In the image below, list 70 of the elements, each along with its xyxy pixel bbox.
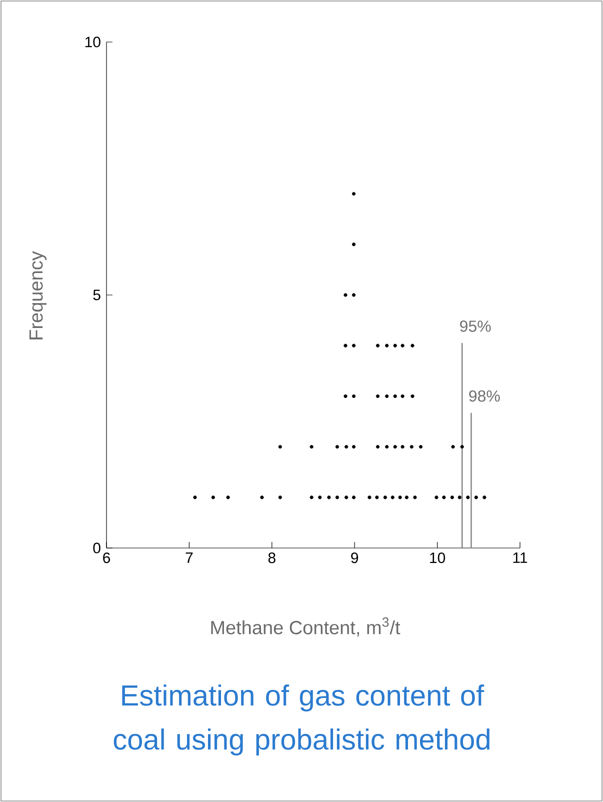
- point: [385, 444, 389, 449]
- text: Estimation of gas content of coal using probalistic method: [114, 684, 490, 756]
- point: [278, 496, 282, 500]
- point: [451, 444, 455, 449]
- point: [410, 394, 414, 398]
- point: [278, 444, 282, 449]
- point: [376, 344, 380, 348]
- point: [376, 394, 380, 398]
- point: [352, 496, 356, 500]
- point: [376, 444, 380, 449]
- point: [310, 496, 314, 500]
- x-axis-title: Methane Content, m$^{3}$/t: [211, 617, 400, 637]
- x-tick-label: 10: [430, 552, 446, 564]
- annotation: 95%: [460, 320, 491, 332]
- x-tick-label: 11: [513, 552, 528, 563]
- point: [385, 394, 389, 398]
- y-tick-label: 10: [85, 36, 100, 48]
- point: [344, 344, 348, 348]
- point: [352, 242, 356, 246]
- point: [344, 394, 348, 398]
- point: [344, 496, 348, 500]
- point: [385, 344, 389, 348]
- point: [460, 444, 464, 449]
- y-tick-label: 0: [93, 542, 100, 554]
- point: [383, 496, 387, 500]
- point: [393, 394, 397, 398]
- point: [393, 444, 397, 449]
- point: [352, 394, 356, 398]
- point: [335, 496, 340, 500]
- point: [226, 496, 230, 500]
- point: [344, 444, 348, 449]
- point: [450, 496, 454, 500]
- annotation: 98%: [469, 390, 500, 402]
- y-tick-label: 5: [93, 290, 100, 300]
- point: [398, 496, 402, 500]
- point: [318, 496, 322, 500]
- x-tick-label: 9: [351, 552, 358, 564]
- point: [434, 496, 438, 500]
- point: [344, 293, 348, 297]
- x-tick-label: 8: [268, 552, 276, 564]
- x-tick-label: 6: [103, 552, 110, 564]
- point: [352, 344, 356, 348]
- point: [482, 496, 486, 500]
- point: [413, 496, 417, 500]
- point: [310, 444, 314, 449]
- point: [458, 496, 462, 500]
- y-axis-title: Frequency: [29, 251, 46, 340]
- point: [375, 496, 379, 500]
- point: [352, 192, 356, 196]
- point: [418, 444, 423, 449]
- point: [368, 496, 372, 500]
- point: [193, 496, 197, 500]
- point: [260, 496, 264, 500]
- point: [390, 496, 394, 500]
- point: [352, 293, 356, 297]
- x-tick-label: 7: [186, 552, 193, 563]
- point: [404, 496, 408, 500]
- point: [335, 444, 340, 449]
- point: [400, 344, 404, 348]
- point: [211, 496, 215, 500]
- point: [466, 496, 470, 500]
- point: [474, 496, 478, 500]
- point: [410, 444, 414, 449]
- point: [352, 444, 356, 449]
- point: [410, 344, 414, 348]
- point: [400, 394, 404, 398]
- point: [327, 496, 331, 500]
- point: [442, 496, 446, 500]
- point: [400, 444, 404, 449]
- point: [393, 344, 397, 348]
